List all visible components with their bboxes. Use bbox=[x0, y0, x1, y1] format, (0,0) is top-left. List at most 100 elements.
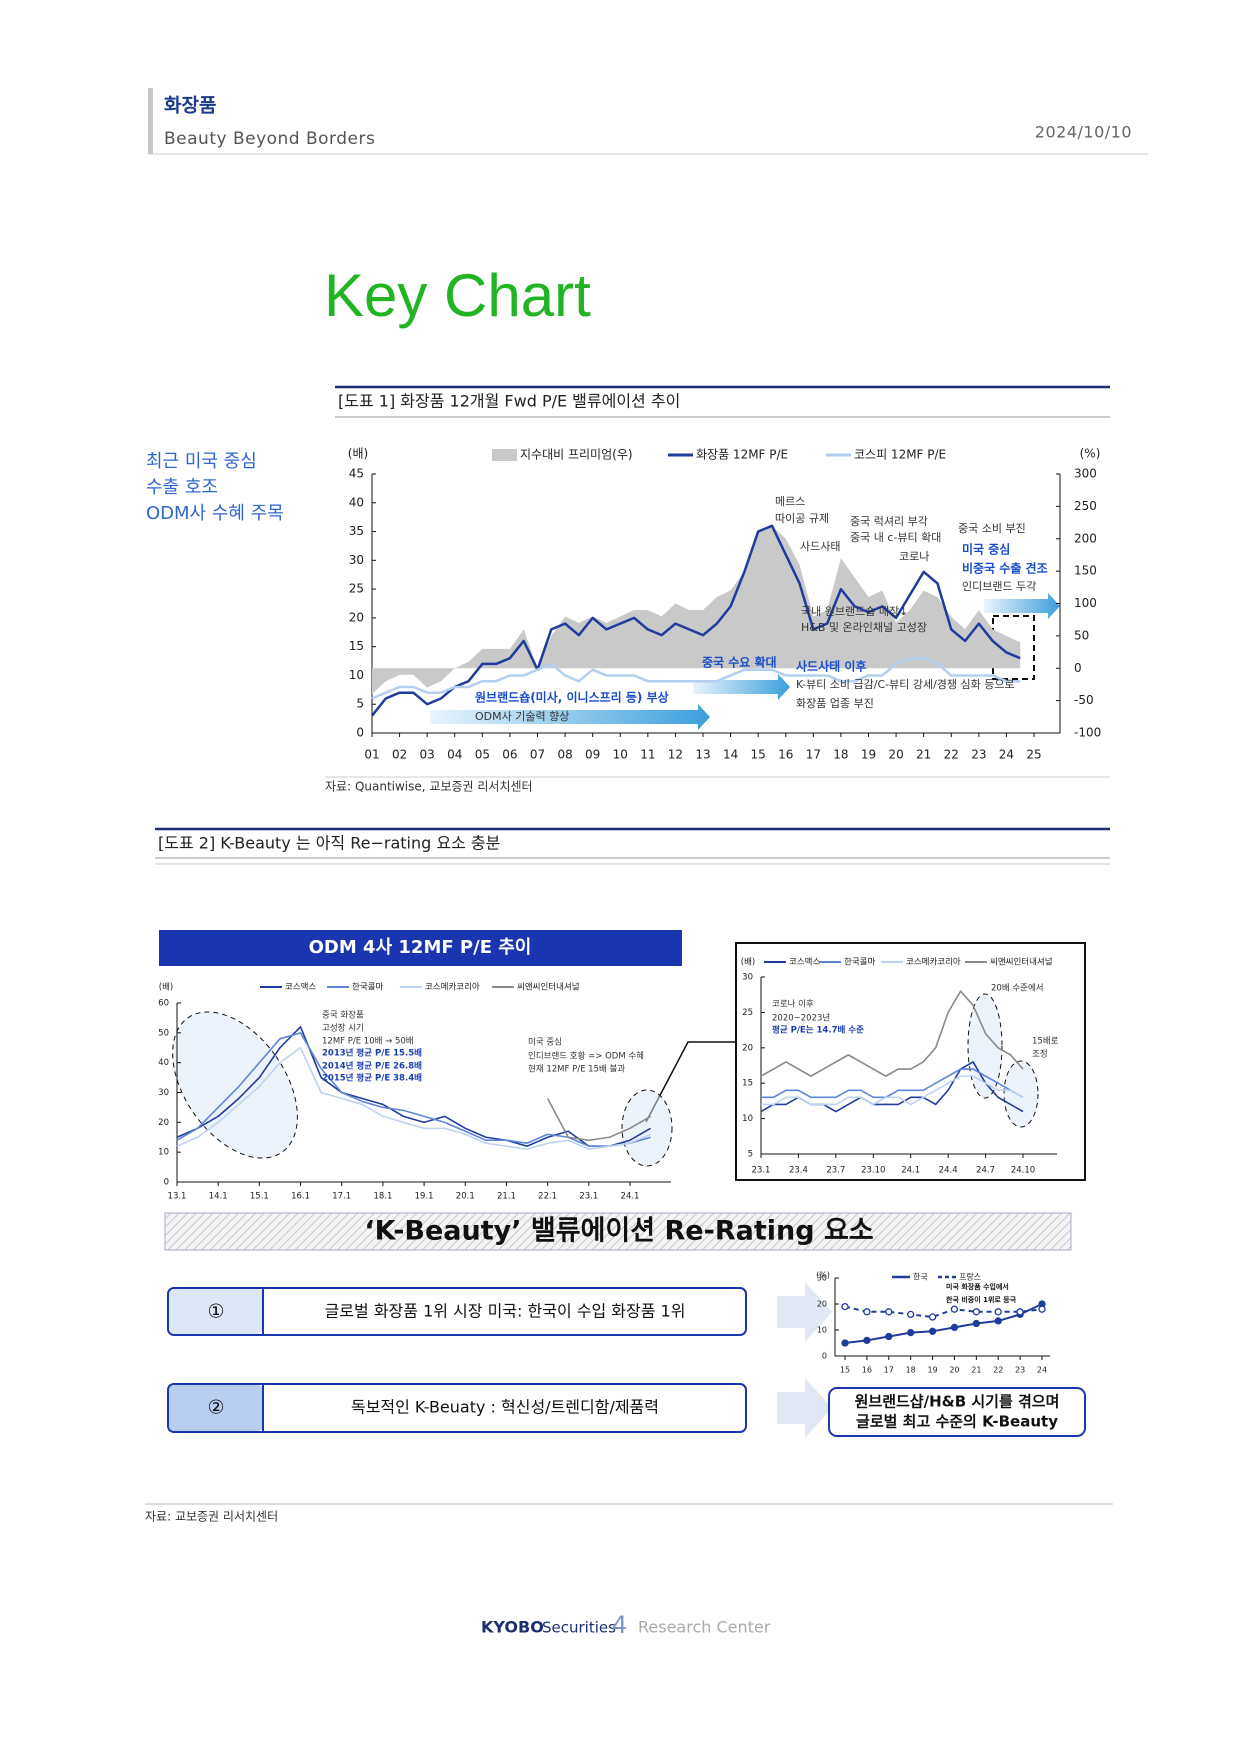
x-tick-label: 03 bbox=[420, 748, 435, 762]
y-tick-label: 45 bbox=[349, 467, 364, 481]
y-axis-label: (배) bbox=[741, 958, 755, 968]
line bbox=[760, 990, 1024, 1077]
annotation: 미국 중심 bbox=[962, 542, 1010, 557]
trend-arrow bbox=[430, 704, 710, 730]
line bbox=[176, 1032, 651, 1147]
x-tick-label: 19.1 bbox=[415, 1192, 434, 1202]
x-tick-label: 24 bbox=[999, 748, 1014, 762]
x-tick-label: 17 bbox=[806, 748, 821, 762]
legend-label: 한국콜마 bbox=[844, 958, 875, 968]
text: Beauty Beyond Borders bbox=[164, 129, 375, 149]
legend-swatch bbox=[492, 449, 517, 461]
legend-label: 코스피 12MF P/E bbox=[854, 448, 946, 462]
x-tick-label: 04 bbox=[447, 748, 462, 762]
x-tick-label: 15 bbox=[751, 748, 766, 762]
legend-label: 코스맥스 bbox=[285, 982, 316, 993]
legend-label: 한국콜마 bbox=[352, 983, 383, 993]
x-tick-label: 24.1 bbox=[901, 1166, 920, 1176]
annotation: 2014년 평균 P/E 26.8배 bbox=[322, 1061, 422, 1072]
source: 자료: 교보증권 리서치센터 bbox=[145, 1510, 278, 1524]
x-tick-label: 09 bbox=[585, 748, 600, 762]
x-tick-label: 20.1 bbox=[456, 1192, 475, 1202]
item-box bbox=[167, 1383, 747, 1433]
marker bbox=[907, 1328, 915, 1337]
y-tick-label: 35 bbox=[349, 524, 364, 538]
line bbox=[176, 1046, 651, 1150]
y-axis-label: (배) bbox=[348, 447, 368, 461]
line bbox=[546, 1098, 652, 1142]
x-tick-label: 25 bbox=[1026, 748, 1041, 762]
annotation: 국내 원브랜드숍 매장↓ bbox=[801, 605, 908, 618]
y-axis-label: (%) bbox=[816, 1271, 830, 1280]
annotation: K-뷰티 소비 급감/C-뷰티 강세/경쟁 심화 등으로 bbox=[796, 678, 1015, 691]
callout-box bbox=[828, 1387, 1086, 1437]
line bbox=[844, 1305, 1043, 1318]
line bbox=[844, 1303, 1043, 1344]
marker bbox=[907, 1310, 915, 1319]
x-tick-label: 12 bbox=[668, 748, 683, 762]
line bbox=[371, 524, 1021, 717]
y2-tick-label: 150 bbox=[1074, 564, 1097, 578]
line bbox=[371, 656, 1021, 700]
side-note: 수출 호조 bbox=[146, 477, 218, 498]
trend-arrow bbox=[693, 674, 790, 700]
y2-tick-label: -50 bbox=[1074, 693, 1094, 707]
source: 자료: Quantiwise, 교보증권 리서치센터 bbox=[325, 780, 533, 794]
marker bbox=[994, 1317, 1002, 1325]
caption: [도표 1] 화장품 12개월 Fwd P/E 밸류에이션 추이 bbox=[338, 392, 680, 411]
item-num-cell bbox=[169, 1385, 263, 1431]
x-tick-label: 10 bbox=[613, 748, 628, 762]
y-tick-label: 5 bbox=[748, 1150, 753, 1160]
x-tick-label: 16.1 bbox=[291, 1192, 310, 1202]
text: 화장품 bbox=[164, 95, 216, 117]
y-tick-label: 40 bbox=[158, 1058, 169, 1068]
arrow bbox=[777, 1378, 832, 1438]
y-tick-label: 50 bbox=[158, 1028, 169, 1038]
marker bbox=[863, 1308, 871, 1316]
header-bar bbox=[148, 88, 153, 154]
x-tick-label: 24.7 bbox=[976, 1166, 995, 1176]
x-tick-label: 24.1 bbox=[621, 1192, 640, 1202]
marker bbox=[972, 1319, 980, 1328]
x-tick-label: 23.1 bbox=[579, 1192, 598, 1202]
x-tick-label: 20 bbox=[949, 1366, 959, 1375]
item-number: ① bbox=[207, 1301, 224, 1323]
x-tick-label: 17.1 bbox=[332, 1192, 351, 1202]
marker bbox=[885, 1332, 893, 1341]
x-tick-label: 13 bbox=[695, 748, 710, 762]
item-num-cell bbox=[169, 1289, 263, 1334]
y-tick-label: 30 bbox=[158, 1088, 169, 1098]
line bbox=[761, 1068, 1024, 1099]
marker bbox=[950, 1305, 959, 1313]
x-tick-label: 16 bbox=[778, 748, 793, 762]
annotation: 따이공 규제 bbox=[775, 512, 829, 525]
marker bbox=[885, 1308, 893, 1316]
side-note: ODM사 수혜 주목 bbox=[146, 503, 284, 524]
x-tick-label: 08 bbox=[557, 748, 572, 762]
annotation: 중국 내 c-뷰티 확대 bbox=[850, 531, 941, 544]
x-tick-label: 19 bbox=[927, 1366, 937, 1375]
item-text: 글로벌 화장품 1위 시장 미국: 한국이 수입 화장품 1위 bbox=[325, 1302, 686, 1321]
annotation: H&B 및 온라인채널 고성장 bbox=[801, 621, 927, 634]
x-tick-label: 15.1 bbox=[250, 1192, 269, 1202]
callout-text: 글로벌 최고 수준의 K-Beauty bbox=[856, 1413, 1058, 1431]
y-tick-label: 10 bbox=[817, 1326, 827, 1335]
legend-label: 씨앤씨인터내셔널 bbox=[990, 957, 1053, 968]
item-box bbox=[167, 1287, 747, 1336]
marker bbox=[1038, 1305, 1046, 1313]
banner bbox=[164, 1212, 1072, 1251]
y-tick-label: 25 bbox=[349, 582, 364, 596]
legend-label: 프랑스 bbox=[959, 1272, 981, 1282]
x-tick-label: 22 bbox=[944, 748, 959, 762]
marker bbox=[972, 1308, 980, 1316]
x-tick-label: 16 bbox=[862, 1366, 872, 1375]
y-tick-label: 5 bbox=[356, 697, 364, 711]
marker bbox=[950, 1323, 959, 1332]
legend-label: 한국 bbox=[913, 1273, 928, 1282]
arrow bbox=[777, 1282, 832, 1342]
y-tick-label: 15 bbox=[349, 639, 364, 653]
annotation: 사드사태 bbox=[800, 540, 840, 553]
x-tick-label: 21 bbox=[916, 748, 931, 762]
y2-axis-label: (%) bbox=[1080, 447, 1101, 461]
